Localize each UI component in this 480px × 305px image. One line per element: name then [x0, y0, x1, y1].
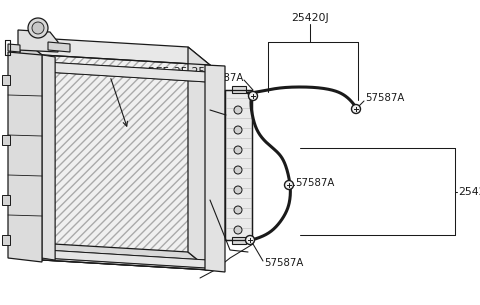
Polygon shape [18, 30, 58, 52]
Circle shape [234, 186, 242, 194]
Polygon shape [188, 47, 210, 270]
Polygon shape [205, 65, 225, 272]
Text: REF. 25-253: REF. 25-253 [148, 67, 212, 77]
Circle shape [234, 126, 242, 134]
Polygon shape [48, 42, 70, 52]
Polygon shape [2, 75, 10, 85]
Polygon shape [232, 86, 246, 93]
Polygon shape [20, 37, 42, 260]
Polygon shape [225, 90, 252, 240]
Circle shape [234, 226, 242, 234]
Text: 57587A: 57587A [365, 93, 404, 103]
Polygon shape [42, 55, 55, 260]
Circle shape [32, 22, 44, 34]
Circle shape [249, 92, 257, 101]
Text: 57587A: 57587A [204, 73, 243, 83]
Text: 25420J: 25420J [291, 13, 329, 23]
Circle shape [234, 146, 242, 154]
Polygon shape [20, 242, 210, 270]
Polygon shape [45, 62, 207, 82]
Text: 57587A: 57587A [295, 178, 334, 188]
Polygon shape [8, 52, 42, 262]
Circle shape [351, 105, 360, 113]
Circle shape [28, 18, 48, 38]
Polygon shape [42, 55, 210, 270]
Text: 25420E: 25420E [458, 187, 480, 197]
Circle shape [245, 235, 254, 245]
Polygon shape [8, 44, 20, 52]
Polygon shape [20, 37, 210, 65]
Polygon shape [45, 250, 207, 268]
Polygon shape [42, 55, 210, 270]
Polygon shape [2, 195, 10, 205]
Circle shape [234, 166, 242, 174]
Polygon shape [232, 237, 246, 244]
Circle shape [285, 181, 293, 189]
Text: 57587A: 57587A [264, 258, 303, 268]
Polygon shape [2, 235, 10, 245]
Circle shape [234, 106, 242, 114]
Circle shape [234, 206, 242, 214]
Polygon shape [2, 135, 10, 145]
